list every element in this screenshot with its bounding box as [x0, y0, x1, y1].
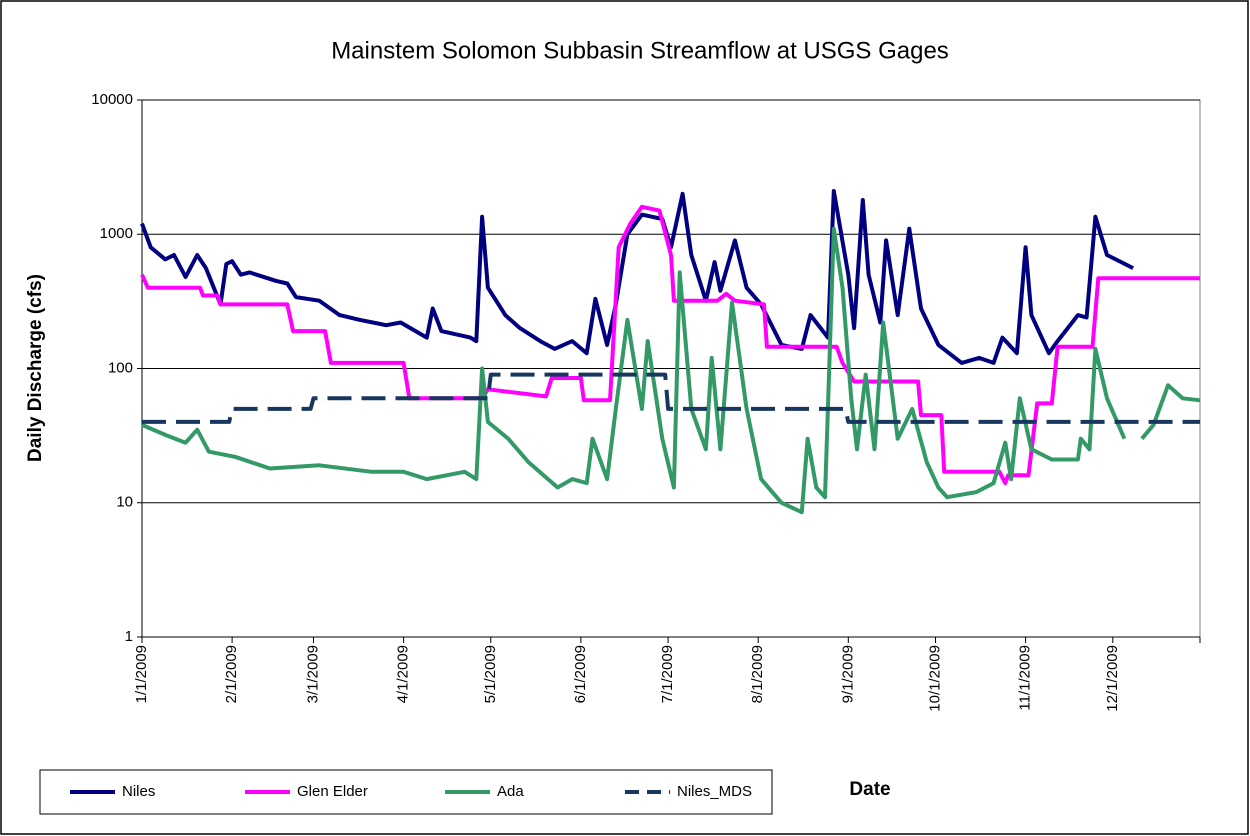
x-tick-label: 10/1/2009 — [926, 645, 943, 712]
y-tick-label: 10000 — [91, 91, 133, 108]
x-tick-label: 9/1/2009 — [839, 645, 856, 703]
x-tick-label: 4/1/2009 — [395, 645, 412, 703]
x-tick-label: 8/1/2009 — [749, 645, 766, 703]
y-tick-label: 1000 — [100, 225, 133, 242]
x-tick-label: 12/1/2009 — [1104, 645, 1121, 712]
series-line — [141, 226, 1201, 515]
y-axis-label: Daily Discharge (cfs) — [25, 274, 46, 462]
chart-title: Mainstem Solomon Subbasin Streamflow at … — [331, 37, 949, 64]
x-tick-label: 11/1/2009 — [1017, 645, 1034, 711]
x-axis-label: Date — [849, 779, 890, 800]
y-tick-label: 10 — [116, 494, 133, 511]
legend-label: Niles — [122, 783, 155, 800]
x-tick-label: 1/1/2009 — [133, 645, 150, 703]
x-tick-label: 5/1/2009 — [482, 645, 499, 703]
legend-label: Glen Elder — [297, 783, 368, 800]
x-tick-label: 3/1/2009 — [304, 645, 321, 703]
series-line — [142, 372, 1200, 424]
x-tick-label: 2/1/2009 — [223, 645, 240, 703]
legend-label: Niles_MDS — [677, 783, 752, 800]
series-line — [140, 204, 1200, 486]
x-tick-label: 6/1/2009 — [572, 645, 589, 703]
legend-label: Ada — [497, 783, 524, 800]
x-tick-label: 7/1/2009 — [659, 645, 676, 703]
y-tick-label: 100 — [108, 359, 133, 376]
y-tick-label: 1 — [125, 628, 133, 645]
